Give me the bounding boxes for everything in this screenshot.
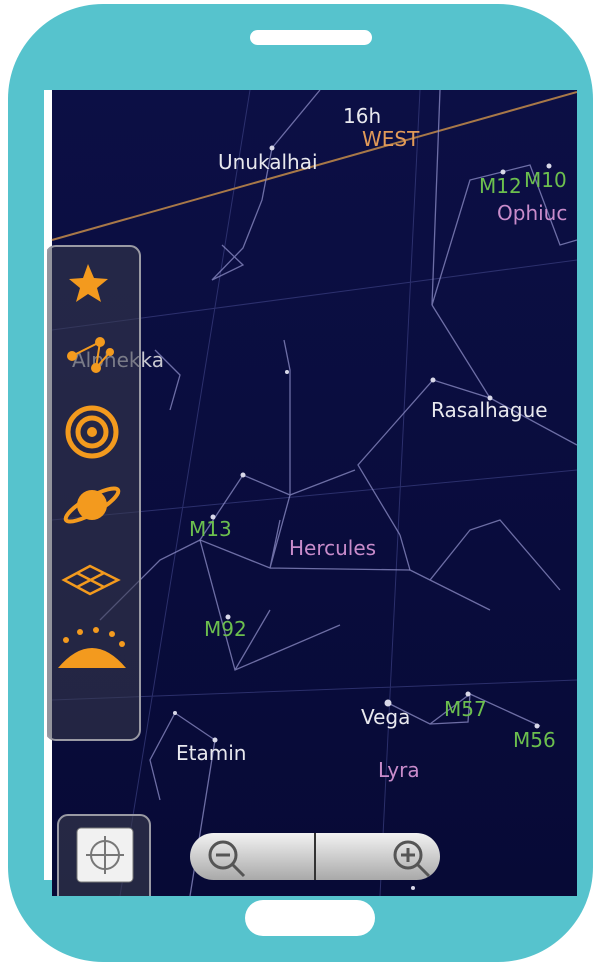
constellation-label[interactable]: Lyra (378, 758, 420, 782)
star-label[interactable]: Vega (361, 705, 410, 729)
star-label[interactable]: Etamin (176, 741, 246, 765)
messier-label[interactable]: M92 (204, 617, 247, 641)
home-button[interactable] (245, 900, 375, 936)
messier-label[interactable]: M56 (513, 728, 556, 752)
zoom-controls (190, 833, 440, 880)
phone-mockup: 16h WEST Unukalhai Alphekka Rasalhague V… (0, 0, 593, 962)
messier-label[interactable]: M13 (189, 517, 232, 541)
direction-label: WEST (362, 127, 420, 151)
messier-label[interactable]: M57 (444, 697, 487, 721)
constellation-label[interactable]: Hercules (289, 536, 376, 560)
messier-label[interactable]: M12 (479, 174, 522, 198)
messier-label[interactable]: M10 (524, 168, 567, 192)
star-label[interactable]: Rasalhague (431, 398, 548, 422)
star-label[interactable]: Unukalhai (218, 150, 318, 174)
speaker (250, 30, 372, 45)
constellation-label[interactable]: Ophiuc (497, 201, 567, 225)
sky-view: 16h WEST Unukalhai Alphekka Rasalhague V… (46, 90, 577, 915)
page: 16h WEST Unukalhai Alphekka Rasalhague V… (0, 0, 593, 962)
hour-label: 16h (343, 104, 381, 128)
layer-toolbar (46, 246, 140, 740)
